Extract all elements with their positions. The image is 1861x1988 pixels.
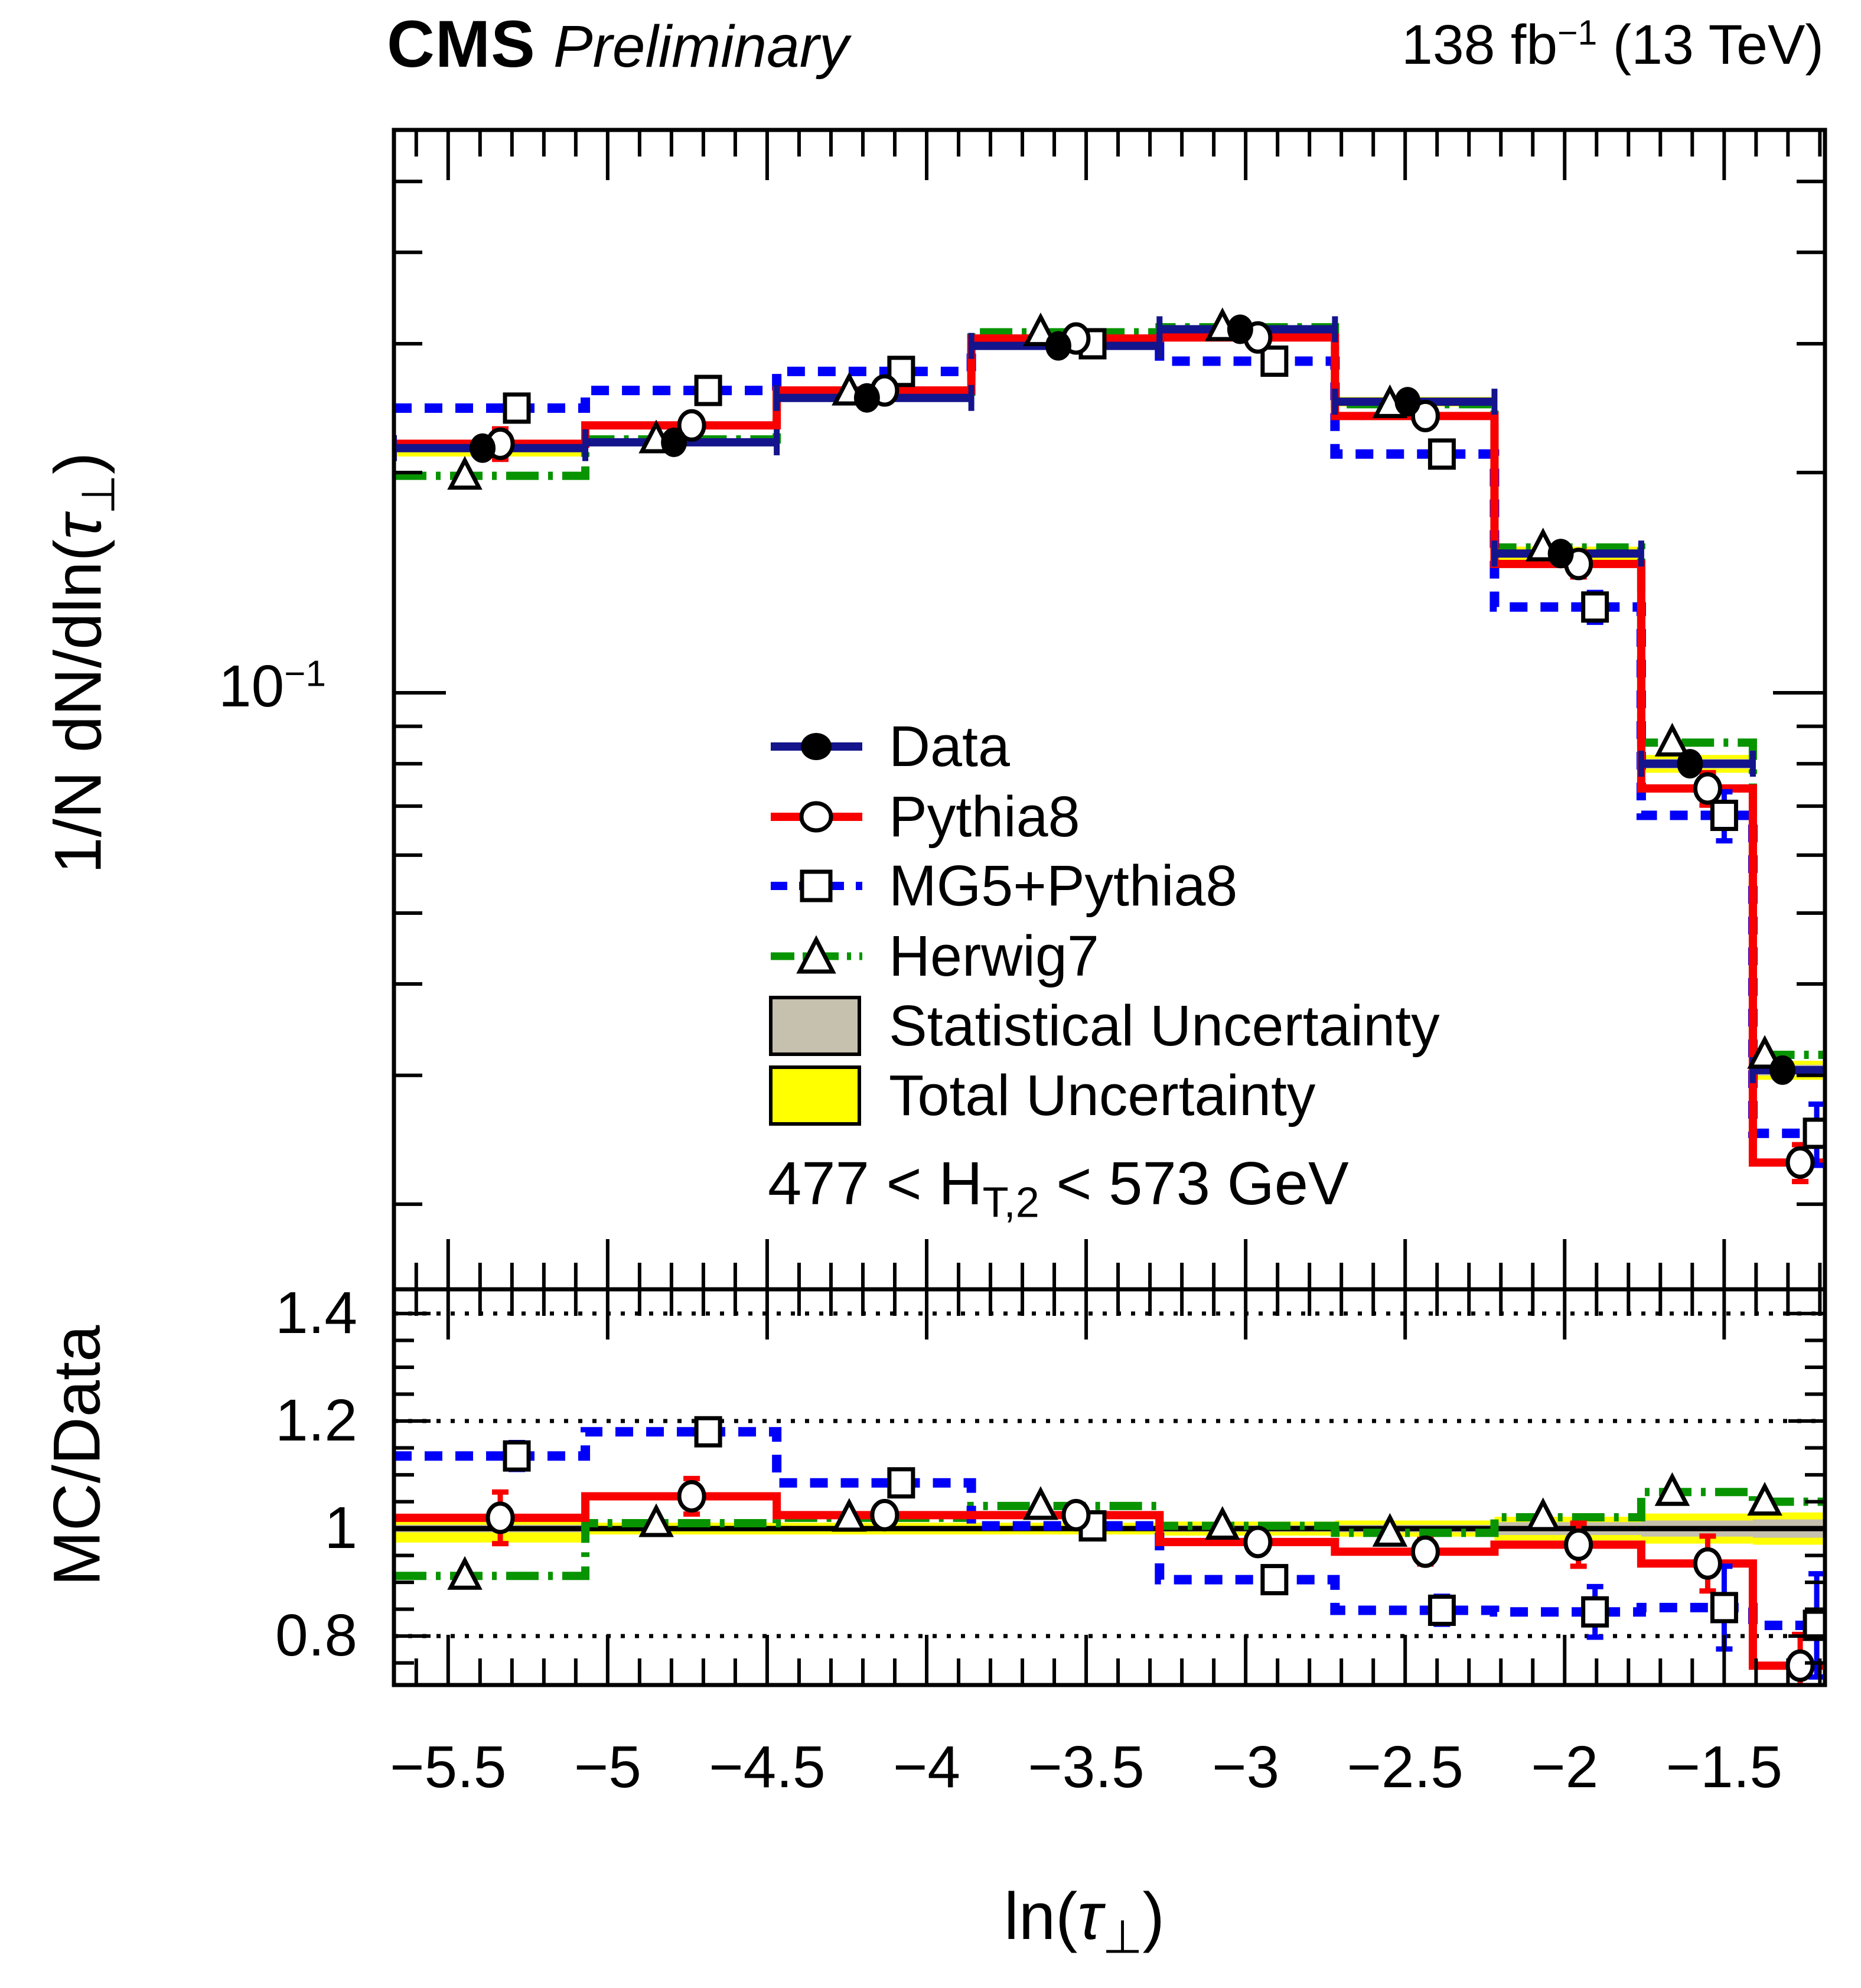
legend-item-data: Data xyxy=(768,711,1010,782)
data-point-marker xyxy=(1394,387,1421,417)
data-point-marker xyxy=(1677,749,1703,779)
data-point-marker xyxy=(661,427,687,457)
beam-energy: (13 TeV) xyxy=(1597,14,1824,76)
mg5-marker xyxy=(1427,438,1456,470)
herwig7-marker xyxy=(1023,312,1058,347)
pythia8-marker xyxy=(1061,1498,1091,1531)
axes-frames xyxy=(392,128,1827,1687)
cms-logo-text: CMS xyxy=(387,7,536,81)
x-tick-label: −2 xyxy=(1531,1734,1599,1800)
herwig7-marker xyxy=(1654,1472,1690,1506)
mg5-marker xyxy=(1260,1564,1289,1596)
ratio-panel xyxy=(394,1311,1825,1685)
ratio-tick-label: 0.8 xyxy=(275,1602,357,1669)
mg5-marker xyxy=(1581,591,1609,623)
ht-selection-label: 477 < HT,2 < 573 GeV xyxy=(768,1149,1349,1227)
pythia8-marker xyxy=(677,409,706,442)
ratio-step-MG5+Pythia8 xyxy=(394,1427,1825,1630)
data-point-marker xyxy=(1547,539,1574,569)
stat-uncertainty-swatch xyxy=(768,990,865,1061)
pythia8-marker xyxy=(870,1498,899,1531)
legend-item-mg5pythia8: MG5+Pythia8 xyxy=(768,850,1237,921)
data-point-marker xyxy=(1227,314,1253,344)
data-point-marker xyxy=(853,383,880,413)
herwig7-marker xyxy=(832,1498,867,1532)
data-point-marker xyxy=(1045,331,1071,361)
mg5-marker xyxy=(694,374,722,406)
herwig7-marker xyxy=(1205,1505,1240,1540)
total-uncertainty-swatch xyxy=(768,1060,865,1131)
x-tick-label: −1.5 xyxy=(1666,1734,1783,1800)
mg5-marker xyxy=(1710,800,1738,832)
legend-item-stat-uncertainty: Statistical Uncertainty xyxy=(768,990,1440,1061)
pythia8-marker xyxy=(1785,1649,1815,1682)
data-point-marker xyxy=(470,433,496,463)
x-tick-label: −3.5 xyxy=(1028,1734,1145,1800)
pythia8-marker-swatch xyxy=(768,781,865,852)
x-tick-label: −3 xyxy=(1212,1734,1280,1800)
x-tick-label: −5 xyxy=(573,1734,641,1800)
preliminary-label: Preliminary xyxy=(553,14,849,80)
legend-item-pythia8: Pythia8 xyxy=(768,781,1080,852)
x-axis-label: ln(τ⊥) xyxy=(1004,1879,1165,1963)
herwig7-marker xyxy=(1654,722,1690,757)
ratio-step-Herwig7 xyxy=(394,1488,1825,1580)
data-point-marker xyxy=(1769,1055,1796,1085)
lumi-value: 138 fb xyxy=(1401,14,1558,76)
main-y-tick-label: 10−1 xyxy=(219,653,326,719)
pythia8-marker xyxy=(1693,1547,1722,1580)
herwig7-marker xyxy=(447,455,483,490)
herwig7-marker xyxy=(1747,1035,1782,1069)
x-tick-label: −4.5 xyxy=(709,1734,826,1800)
pythia8-marker xyxy=(1693,772,1722,805)
pythia8-marker xyxy=(1564,1528,1593,1561)
x-tick-label: −5.5 xyxy=(390,1734,507,1800)
lumi-energy-label: 138 fb−1 (13 TeV) xyxy=(1402,13,1824,77)
mg5-marker xyxy=(1710,1592,1738,1624)
ratio-tick-label: 1.2 xyxy=(275,1387,357,1454)
pythia8-marker xyxy=(1785,1146,1815,1179)
pythia8-marker xyxy=(1410,399,1440,432)
pythia8-marker xyxy=(1410,1535,1440,1568)
step-MG5+Pythia8 xyxy=(394,339,1825,1138)
x-tick-label: −2.5 xyxy=(1347,1734,1464,1800)
herwig7-marker-swatch xyxy=(768,921,865,992)
mg5-marker xyxy=(1427,1594,1456,1626)
legend-item-total-uncertainty: Total Uncertainty xyxy=(768,1060,1315,1131)
pythia8-marker xyxy=(677,1479,706,1513)
mg5-marker xyxy=(694,1416,722,1448)
ratio-tick-label: 1 xyxy=(324,1495,357,1562)
herwig7-marker xyxy=(1372,1513,1408,1547)
pythia8-marker xyxy=(485,1501,515,1534)
data-marker-swatch xyxy=(768,711,865,782)
mg5-marker-swatch xyxy=(768,850,865,921)
ratio-tick-label: 1.4 xyxy=(275,1279,357,1346)
ratio-step-Pythia8 xyxy=(394,1492,1825,1670)
main-y-axis-label: 1/N dN/dln(τ⊥) xyxy=(41,452,125,874)
mg5-marker xyxy=(503,1440,531,1472)
mg5-marker xyxy=(887,1467,915,1499)
herwig7-marker xyxy=(1525,1497,1561,1531)
mg5-marker xyxy=(1260,346,1289,377)
mg5-marker xyxy=(1581,1596,1609,1628)
header: CMS Preliminary xyxy=(387,6,849,82)
herwig7-marker xyxy=(1023,1486,1058,1520)
legend-item-herwig7: Herwig7 xyxy=(768,921,1099,992)
ratio-y-axis-label: MC/Data xyxy=(40,1325,114,1586)
pythia8-marker xyxy=(1243,1526,1273,1559)
lumi-exponent: −1 xyxy=(1557,14,1598,53)
mg5-marker xyxy=(1803,1117,1825,1149)
herwig7-marker xyxy=(447,1556,483,1590)
x-tick-label: −4 xyxy=(892,1734,960,1800)
herwig7-marker xyxy=(638,1503,674,1537)
step-Herwig7 xyxy=(394,323,1825,1060)
mg5-marker xyxy=(503,392,531,424)
herwig7-marker xyxy=(1747,1482,1782,1516)
main-panel xyxy=(394,307,1825,1185)
